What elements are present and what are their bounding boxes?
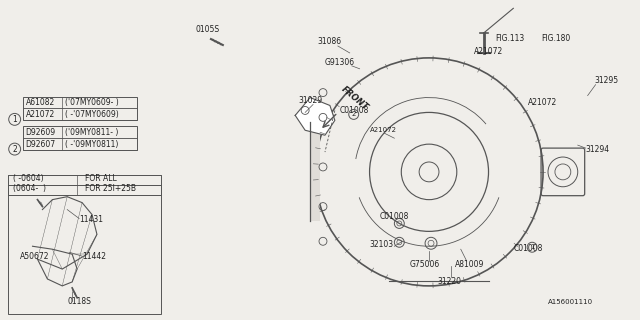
Text: C01008: C01008 <box>340 107 369 116</box>
Text: 11442: 11442 <box>82 252 106 261</box>
Text: D92609: D92609 <box>26 128 56 137</box>
Text: ( -'07MY0609): ( -'07MY0609) <box>65 110 119 119</box>
Text: A21072: A21072 <box>369 127 397 133</box>
Text: 32103: 32103 <box>369 240 394 249</box>
Text: ('09MY0811- ): ('09MY0811- ) <box>65 128 118 137</box>
Text: A81009: A81009 <box>455 260 484 269</box>
Text: 11431: 11431 <box>79 215 103 224</box>
Text: D92607: D92607 <box>26 140 56 148</box>
Text: A61082: A61082 <box>26 98 55 107</box>
Text: 31295: 31295 <box>595 76 619 85</box>
Polygon shape <box>295 98 335 135</box>
Text: 31086: 31086 <box>317 37 341 46</box>
Text: A50672: A50672 <box>20 252 49 261</box>
Text: FOR ALL: FOR ALL <box>85 174 117 183</box>
Text: A21072: A21072 <box>528 99 557 108</box>
Text: ( -0604): ( -0604) <box>13 174 44 183</box>
Text: A21072: A21072 <box>474 47 503 56</box>
Text: 1: 1 <box>12 115 17 124</box>
Text: A21072: A21072 <box>26 110 55 119</box>
Text: 31294: 31294 <box>586 145 610 154</box>
Text: A156001110: A156001110 <box>547 299 593 305</box>
Text: 1: 1 <box>530 244 534 250</box>
Text: FOR 25I+25B: FOR 25I+25B <box>85 184 136 193</box>
Text: FRONT: FRONT <box>340 85 370 112</box>
Text: FIG.113: FIG.113 <box>495 34 525 43</box>
Text: 0118S: 0118S <box>67 297 91 306</box>
Text: 31029: 31029 <box>298 95 323 105</box>
Text: ('07MY0609- ): ('07MY0609- ) <box>65 98 119 107</box>
Text: ( -'09MY0811): ( -'09MY0811) <box>65 140 118 148</box>
Text: 2: 2 <box>12 145 17 154</box>
Text: G75006: G75006 <box>409 260 440 269</box>
Text: 2: 2 <box>351 111 356 117</box>
Text: 31220: 31220 <box>437 277 461 286</box>
Text: FIG.180: FIG.180 <box>541 34 570 43</box>
Text: C01008: C01008 <box>513 244 543 253</box>
Text: (0604-  ): (0604- ) <box>13 184 45 193</box>
Text: C01008: C01008 <box>380 212 409 221</box>
Polygon shape <box>310 122 320 221</box>
Text: 0105S: 0105S <box>196 25 220 34</box>
Text: G91306: G91306 <box>325 58 355 67</box>
